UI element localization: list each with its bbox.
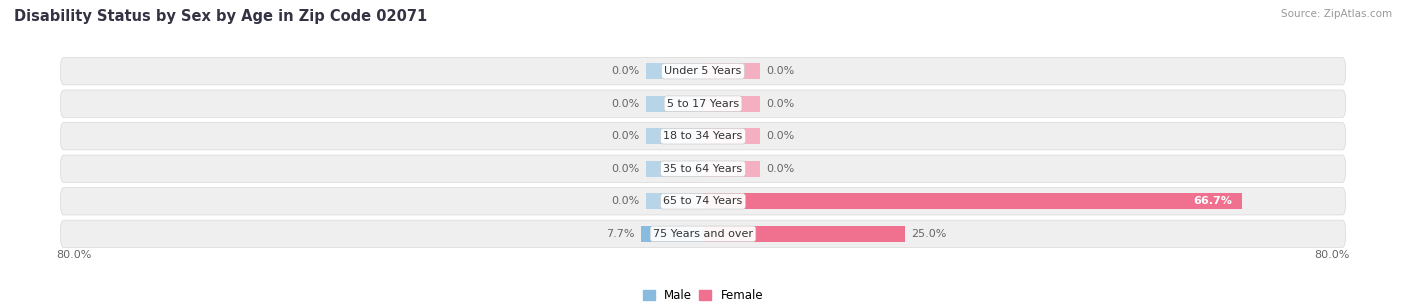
FancyBboxPatch shape — [60, 155, 1346, 182]
Bar — [703, 193, 1243, 209]
Bar — [647, 96, 703, 112]
Text: 0.0%: 0.0% — [612, 164, 640, 174]
Text: 25.0%: 25.0% — [911, 229, 948, 239]
FancyBboxPatch shape — [60, 123, 1346, 150]
Bar — [647, 63, 703, 79]
FancyBboxPatch shape — [60, 90, 1346, 117]
Text: 80.0%: 80.0% — [1315, 250, 1350, 260]
Text: 66.7%: 66.7% — [1194, 196, 1233, 206]
Bar — [641, 226, 703, 242]
Text: Under 5 Years: Under 5 Years — [665, 66, 741, 76]
Text: 0.0%: 0.0% — [766, 66, 794, 76]
FancyBboxPatch shape — [60, 58, 1346, 85]
Bar — [647, 161, 703, 177]
Bar — [703, 226, 905, 242]
Text: 80.0%: 80.0% — [56, 250, 91, 260]
Text: 65 to 74 Years: 65 to 74 Years — [664, 196, 742, 206]
Text: 75 Years and over: 75 Years and over — [652, 229, 754, 239]
FancyBboxPatch shape — [60, 188, 1346, 215]
Bar — [703, 226, 759, 242]
Bar — [647, 128, 703, 144]
Bar — [703, 63, 759, 79]
Bar — [703, 128, 759, 144]
Bar — [647, 226, 703, 242]
Text: 0.0%: 0.0% — [612, 131, 640, 141]
Text: 35 to 64 Years: 35 to 64 Years — [664, 164, 742, 174]
Text: Source: ZipAtlas.com: Source: ZipAtlas.com — [1281, 9, 1392, 19]
Text: 18 to 34 Years: 18 to 34 Years — [664, 131, 742, 141]
Bar — [703, 193, 759, 209]
Bar — [703, 96, 759, 112]
Bar — [703, 161, 759, 177]
Text: 7.7%: 7.7% — [606, 229, 634, 239]
FancyBboxPatch shape — [60, 220, 1346, 247]
Text: 5 to 17 Years: 5 to 17 Years — [666, 99, 740, 109]
Text: 0.0%: 0.0% — [766, 99, 794, 109]
Text: 0.0%: 0.0% — [766, 164, 794, 174]
Legend: Male, Female: Male, Female — [638, 284, 768, 305]
Text: 0.0%: 0.0% — [612, 66, 640, 76]
Text: 0.0%: 0.0% — [766, 131, 794, 141]
Text: Disability Status by Sex by Age in Zip Code 02071: Disability Status by Sex by Age in Zip C… — [14, 9, 427, 24]
Text: 0.0%: 0.0% — [612, 99, 640, 109]
Text: 0.0%: 0.0% — [612, 196, 640, 206]
Bar — [647, 193, 703, 209]
